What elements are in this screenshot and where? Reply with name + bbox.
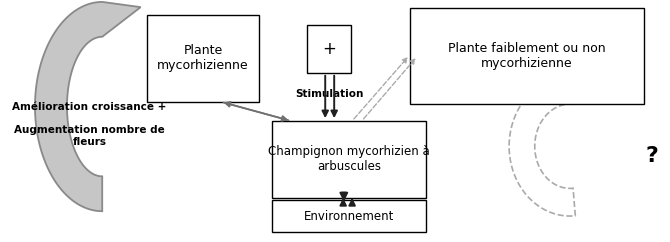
Text: Champignon mycorhizien à
arbuscules: Champignon mycorhizien à arbuscules bbox=[268, 145, 429, 174]
Text: Plante
mycorhizienne: Plante mycorhizienne bbox=[157, 45, 249, 72]
Text: Amélioration croissance +

Augmentation nombre de
fleurs: Amélioration croissance + Augmentation n… bbox=[12, 102, 167, 147]
FancyBboxPatch shape bbox=[272, 200, 426, 232]
FancyBboxPatch shape bbox=[272, 121, 426, 198]
FancyBboxPatch shape bbox=[410, 8, 644, 104]
Text: Environnement: Environnement bbox=[304, 210, 394, 223]
FancyBboxPatch shape bbox=[147, 15, 259, 102]
Text: Stimulation: Stimulation bbox=[295, 89, 363, 98]
FancyBboxPatch shape bbox=[307, 25, 352, 73]
Text: +: + bbox=[322, 40, 336, 58]
Polygon shape bbox=[35, 2, 141, 211]
Polygon shape bbox=[509, 76, 576, 216]
Text: ?: ? bbox=[646, 146, 659, 166]
Text: Plante faiblement ou non
mycorhizienne: Plante faiblement ou non mycorhizienne bbox=[448, 42, 606, 70]
